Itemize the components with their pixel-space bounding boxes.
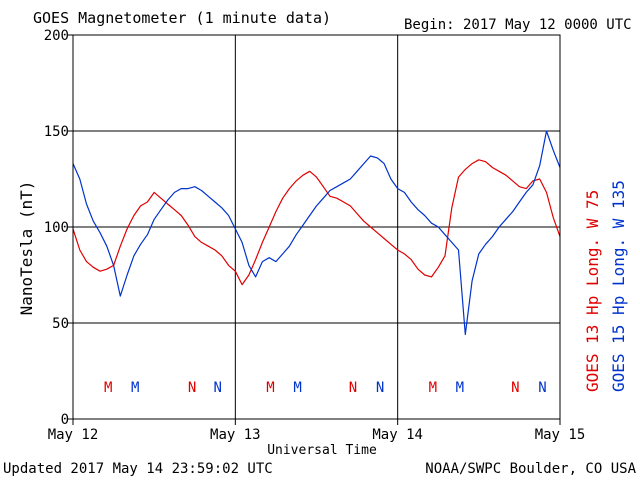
grid-lines <box>73 35 560 419</box>
y-tick-label: 0 <box>61 412 69 428</box>
marker-n: N <box>538 380 546 396</box>
marker-n: N <box>349 380 357 396</box>
series-line-goes13 <box>72 159 561 286</box>
marker-n: N <box>214 380 222 396</box>
updated-time: Updated 2017 May 14 23:59:02 UTC <box>3 461 273 477</box>
y-tick-label: 50 <box>52 316 69 332</box>
marker-m: M <box>456 380 464 396</box>
x-axis-label: Universal Time <box>267 443 377 458</box>
data-series <box>72 130 561 336</box>
legend-goes13: GOES 13 Hp Long. W 75 <box>583 190 602 392</box>
marker-m: M <box>293 380 301 396</box>
chart-title: GOES Magnetometer (1 minute data) <box>33 9 331 27</box>
marker-m: M <box>131 380 139 396</box>
marker-m: M <box>104 380 112 396</box>
y-tick-label: 100 <box>44 220 69 236</box>
legend-goes15: GOES 15 Hp Long. W 135 <box>609 180 628 392</box>
x-tick-label: May 13 <box>210 427 261 443</box>
event-markers: M N M N M NM N M N M N <box>104 380 547 396</box>
begin-time: Begin: 2017 May 12 0000 UTC <box>404 17 632 33</box>
credit-line: NOAA/SWPC Boulder, CO USA <box>425 461 636 477</box>
y-tick-label: 200 <box>44 28 69 44</box>
marker-n: N <box>188 380 196 396</box>
marker-n: N <box>511 380 519 396</box>
y-axis-ticks: 0 50 100 150 200 <box>44 28 73 428</box>
marker-n: N <box>376 380 384 396</box>
marker-m: M <box>429 380 437 396</box>
x-tick-label: May 15 <box>535 427 586 443</box>
x-tick-label: May 14 <box>372 427 423 443</box>
x-tick-label: May 12 <box>48 427 99 443</box>
marker-m: M <box>266 380 274 396</box>
series-line-goes15 <box>72 130 561 336</box>
x-axis-ticks: May 12 May 13 May 14 May 15 <box>48 419 586 443</box>
y-axis-label: NanoTesla (nT) <box>17 181 36 316</box>
y-tick-label: 150 <box>44 124 69 140</box>
